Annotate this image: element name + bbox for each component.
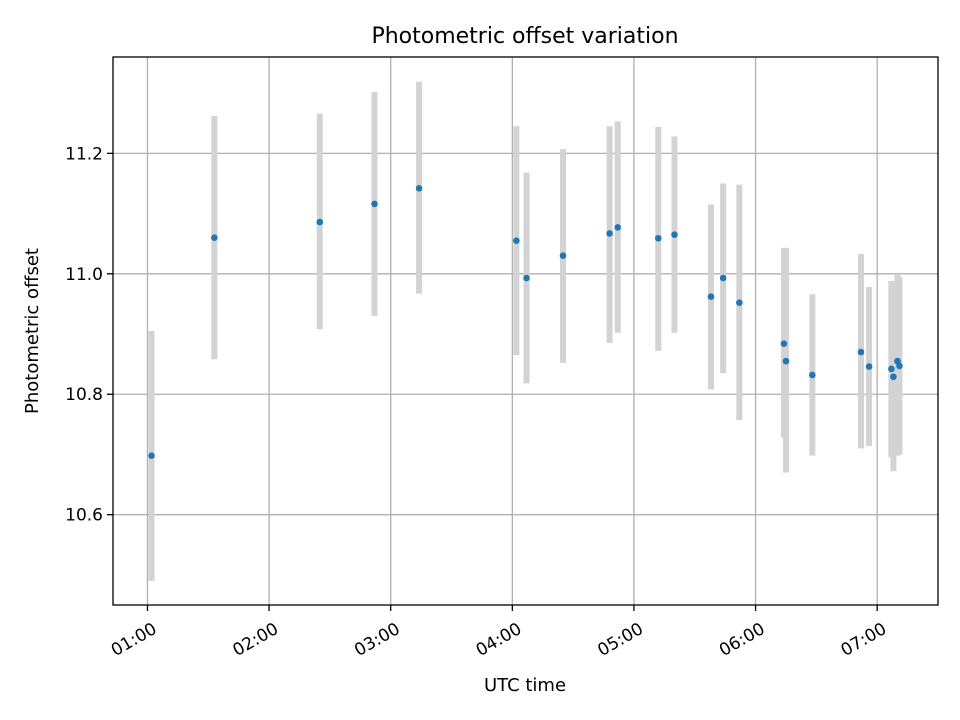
- data-point: [316, 218, 324, 226]
- data-point: [523, 274, 530, 282]
- data-point: [559, 252, 567, 260]
- y-axis-label: Photometric offset: [22, 248, 43, 414]
- x-axis-label: UTC time: [484, 675, 566, 696]
- data-point: [865, 363, 873, 370]
- y-tick-label: 10.8: [65, 385, 103, 405]
- data-point: [148, 452, 155, 459]
- data-point: [654, 234, 662, 242]
- data-point: [809, 371, 816, 379]
- chart-title: Photometric offset variation: [371, 24, 678, 49]
- data-point: [614, 224, 622, 231]
- y-tick-labels: 10.6 10.8 11.0 11.2: [65, 144, 103, 525]
- data-point: [211, 234, 218, 241]
- y-tick-label: 10.6: [65, 506, 103, 526]
- data-point: [415, 184, 423, 192]
- data-point: [896, 362, 903, 370]
- y-tick-label: 11.0: [65, 265, 103, 285]
- data-points: [148, 184, 903, 459]
- data-point: [513, 237, 520, 244]
- data-point: [707, 293, 715, 300]
- plot-frame: [112, 56, 939, 606]
- data-point: [780, 340, 788, 347]
- data-point: [719, 274, 727, 282]
- data-point: [606, 230, 613, 237]
- y-tick-label: 11.2: [65, 144, 103, 164]
- data-point: [371, 200, 378, 208]
- data-point: [888, 365, 895, 373]
- data-point: [782, 357, 790, 365]
- axis-ticks: [107, 152, 878, 611]
- data-point: [890, 373, 897, 381]
- data-point: [857, 348, 865, 356]
- data-point: [736, 299, 743, 306]
- grid: [113, 57, 938, 605]
- data-point: [671, 231, 678, 238]
